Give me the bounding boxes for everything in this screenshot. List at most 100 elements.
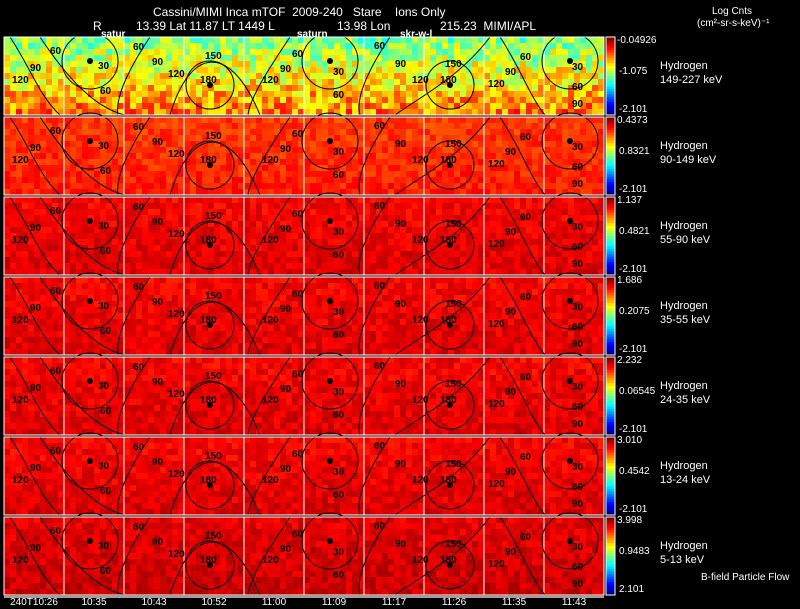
- heatmap-cell: [256, 239, 262, 245]
- heatmap-cell: [490, 79, 496, 85]
- heatmap-cell: [436, 283, 442, 289]
- heatmap-cell: [226, 103, 232, 109]
- heatmap-cell: [370, 103, 376, 109]
- heatmap-cell: [526, 147, 532, 153]
- heatmap-cell: [526, 73, 532, 79]
- heatmap-cell: [82, 245, 88, 251]
- heatmap-cell: [46, 313, 52, 319]
- heatmap-cell: [190, 61, 196, 67]
- colorbar-segment: [606, 104, 615, 108]
- heatmap-cell: [70, 67, 76, 73]
- heatmap-cell: [70, 301, 76, 307]
- heatmap-cell: [496, 183, 502, 189]
- header-lon: 13.98 Lon: [337, 19, 391, 33]
- heatmap-cell: [100, 171, 106, 177]
- heatmap-cell: [88, 233, 94, 239]
- heatmap-cell: [346, 67, 352, 73]
- heatmap-cell: [550, 289, 556, 295]
- heatmap-cell: [364, 289, 370, 295]
- heatmap-cell: [106, 325, 112, 331]
- heatmap-cell: [538, 209, 544, 215]
- heatmap-cell: [292, 289, 298, 295]
- heatmap-cell: [382, 289, 388, 295]
- heatmap-cell: [226, 91, 232, 97]
- heatmap-cell: [466, 109, 472, 115]
- heatmap-cell: [316, 189, 322, 195]
- heatmap-cell: [94, 227, 100, 233]
- heatmap-cell: [214, 97, 220, 103]
- heatmap-cell: [244, 123, 250, 129]
- heatmap-cell: [466, 313, 472, 319]
- heatmap-cell: [190, 177, 196, 183]
- heatmap-cell: [580, 301, 586, 307]
- heatmap-cell: [208, 117, 214, 123]
- heatmap-cell: [196, 203, 202, 209]
- heatmap-cell: [424, 55, 430, 61]
- heatmap-cell: [4, 153, 10, 159]
- heatmap-cell: [100, 277, 106, 283]
- heatmap-cell: [286, 147, 292, 153]
- heatmap-cell: [136, 153, 142, 159]
- heatmap-cell: [550, 189, 556, 195]
- heatmap-cell: [250, 153, 256, 159]
- heatmap-cell: [526, 215, 532, 221]
- heatmap-cell: [112, 43, 118, 49]
- heatmap-cell: [274, 277, 280, 283]
- heatmap-cell: [376, 263, 382, 269]
- heatmap-cell: [184, 233, 190, 239]
- heatmap-cell: [376, 283, 382, 289]
- heatmap-cell: [502, 177, 508, 183]
- heatmap-cell: [256, 61, 262, 67]
- heatmap-cell: [526, 263, 532, 269]
- heatmap-cell: [442, 117, 448, 123]
- heatmap-cell: [226, 141, 232, 147]
- heatmap-cell: [214, 141, 220, 147]
- heatmap-cell: [28, 37, 34, 43]
- heatmap-cell: [4, 221, 10, 227]
- heatmap-cell: [394, 135, 400, 141]
- heatmap-cell: [568, 147, 574, 153]
- heatmap-cell: [400, 49, 406, 55]
- heatmap-cell: [94, 37, 100, 43]
- heatmap-cell: [388, 141, 394, 147]
- heatmap-cell: [196, 79, 202, 85]
- heatmap-cell: [298, 203, 304, 209]
- colorbar-segment: [606, 249, 615, 253]
- heatmap-cell: [220, 183, 226, 189]
- heatmap-cell: [148, 301, 154, 307]
- heatmap-cell: [16, 277, 22, 283]
- heatmap-cell: [310, 103, 316, 109]
- heatmap-cell: [358, 67, 364, 73]
- heatmap-cell: [382, 91, 388, 97]
- heatmap-cell: [232, 209, 238, 215]
- heatmap-cell: [502, 49, 508, 55]
- heatmap-cell: [322, 257, 328, 263]
- heatmap-cell: [418, 221, 424, 227]
- heatmap-cell: [388, 239, 394, 245]
- heatmap-cell: [10, 197, 16, 203]
- heatmap-cell: [166, 301, 172, 307]
- heatmap-cell: [340, 209, 346, 215]
- heatmap-cell: [106, 245, 112, 251]
- heatmap-cell: [250, 289, 256, 295]
- heatmap-cell: [244, 295, 250, 301]
- heatmap-cell: [496, 233, 502, 239]
- heatmap-cell: [370, 209, 376, 215]
- heatmap-cell: [322, 283, 328, 289]
- heatmap-cell: [22, 67, 28, 73]
- heatmap-cell: [556, 203, 562, 209]
- heatmap-cell: [52, 129, 58, 135]
- heatmap-cell: [478, 233, 484, 239]
- heatmap-cell: [430, 147, 436, 153]
- heatmap-cell: [160, 171, 166, 177]
- heatmap-cell: [4, 129, 10, 135]
- heatmap-cell: [172, 129, 178, 135]
- heatmap-cell: [304, 203, 310, 209]
- heatmap-cell: [70, 257, 76, 263]
- heatmap-cell: [262, 239, 268, 245]
- heatmap-cell: [562, 295, 568, 301]
- heatmap-cell: [442, 171, 448, 177]
- heatmap-cell: [268, 233, 274, 239]
- heatmap-cell: [592, 43, 598, 49]
- heatmap-cell: [190, 91, 196, 97]
